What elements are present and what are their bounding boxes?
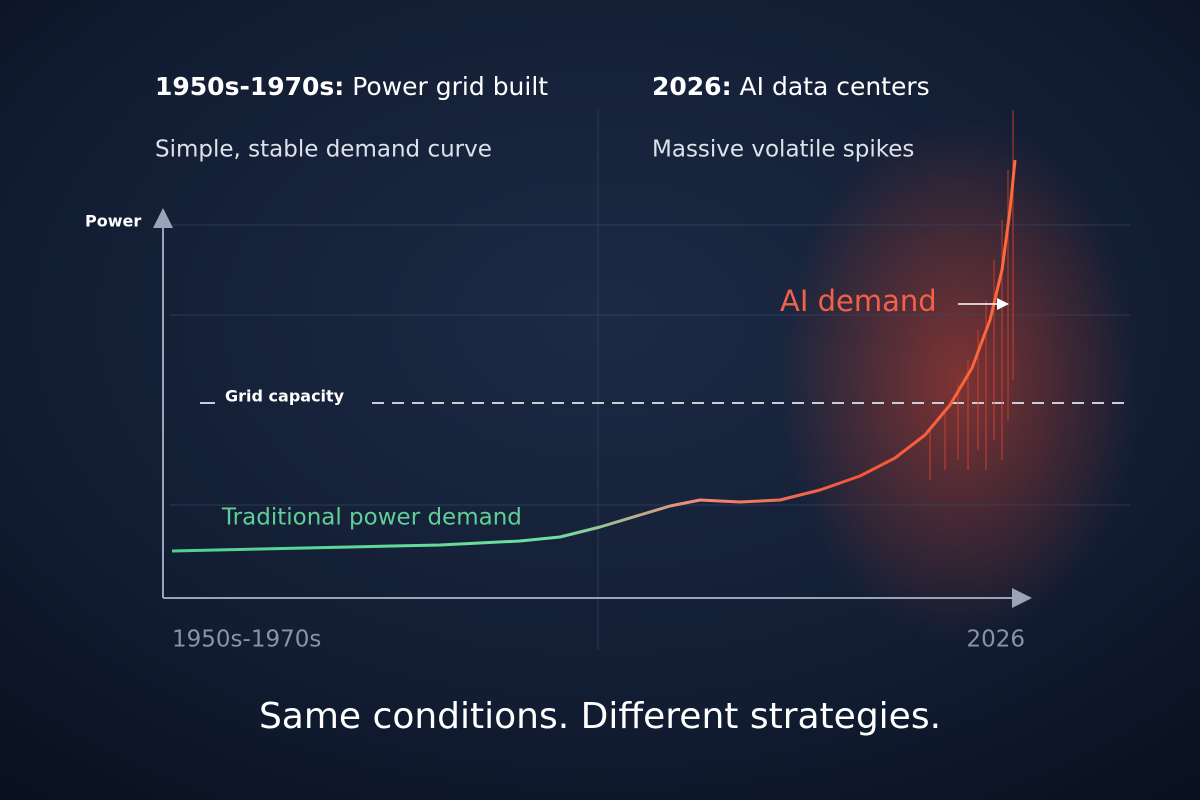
guides xyxy=(170,110,1130,650)
left-title: Power grid built xyxy=(352,72,548,101)
y-axis-label: Power xyxy=(85,212,141,231)
left-heading: 1950s-1970s: Power grid built xyxy=(155,72,548,101)
footer: Same conditions. Different strategies. xyxy=(259,696,941,737)
demand-curve xyxy=(171,159,1017,553)
capacity-label: Grid capacity xyxy=(225,387,345,406)
ai-label: AI demand xyxy=(780,284,937,318)
x-end-label: 2026 xyxy=(966,627,1025,653)
x-start-label: 1950s-1970s xyxy=(172,627,321,653)
right-heading: 2026: AI data centers xyxy=(652,72,930,101)
right-subtitle: Massive volatile spikes xyxy=(652,137,914,163)
ai-glow xyxy=(780,120,1140,640)
left-subtitle: Simple, stable demand curve xyxy=(155,137,492,163)
traditional-label: Traditional power demand xyxy=(221,505,522,531)
right-title: AI data centers xyxy=(740,72,930,101)
spikes xyxy=(929,110,1014,480)
right-era: 2026: xyxy=(652,72,732,101)
left-era: 1950s-1970s: xyxy=(155,72,344,101)
